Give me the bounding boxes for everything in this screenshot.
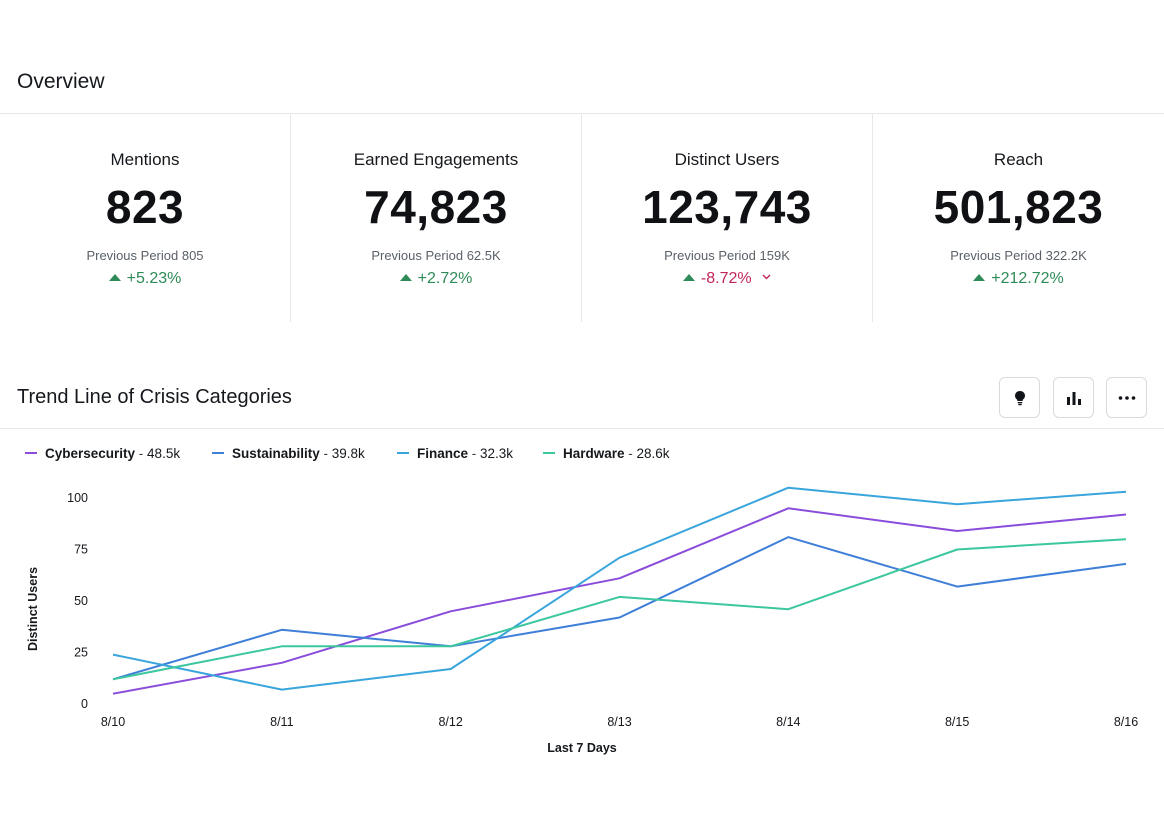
insights-button[interactable] [999, 377, 1040, 418]
legend-name: Finance [417, 446, 469, 461]
y-tick-label: 0 [81, 697, 88, 711]
more-icon [1118, 395, 1135, 400]
triangle-up-icon [399, 274, 412, 281]
legend-dash: - [319, 446, 332, 461]
legend-total: 32.3k [480, 446, 514, 461]
triangle-up-icon [973, 274, 986, 281]
divider-top [0, 113, 1164, 114]
legend-swatch [397, 452, 409, 454]
divider-chart [0, 428, 1164, 429]
legend-name: Cybersecurity [45, 446, 136, 461]
series-line-sustainability [112, 536, 1127, 681]
kpi-label: Reach [993, 150, 1044, 169]
legend-dash: - [468, 446, 481, 461]
legend-total: 48.5k [147, 446, 181, 461]
y-axis-title: Distinct Users [26, 567, 40, 651]
y-tick-label: 50 [74, 594, 88, 608]
legend-swatch [25, 452, 37, 454]
legend-item-finance[interactable]: Finance - 32.3k [397, 446, 513, 461]
triangle-up-icon [108, 274, 121, 281]
x-tick-label: 8/15 [945, 715, 969, 729]
kpi-mentions[interactable]: Mentions 823 Previous Period 805 +5.23% [0, 114, 291, 322]
kpi-previous: Previous Period 805 [86, 248, 204, 263]
kpi-value: 823 [105, 181, 185, 233]
chart-type-button[interactable] [1053, 377, 1094, 418]
kpi-change: +2.72% [291, 270, 581, 288]
kpi-previous: Previous Period 322.2K [950, 248, 1087, 263]
kpi-change-value: +212.72% [991, 270, 1064, 287]
kpi-value: 501,823 [933, 181, 1104, 233]
more-options-button[interactable] [1106, 377, 1147, 418]
x-tick-label: 8/10 [101, 715, 125, 729]
series-line-hardware [112, 538, 1127, 681]
series-line-cybersecurity [112, 507, 1127, 695]
legend-dash: - [135, 446, 148, 461]
x-tick-label: 8/16 [1114, 715, 1138, 729]
series-line-finance [112, 486, 1127, 691]
kpi-change-value: +5.23% [126, 270, 182, 287]
legend-total: 39.8k [331, 446, 365, 461]
kpi-distinct-users[interactable]: Distinct Users 123,743 Previous Period 1… [582, 114, 873, 322]
legend-total: 28.6k [636, 446, 670, 461]
x-tick-label: 8/12 [438, 715, 462, 729]
legend-name: Hardware [563, 446, 625, 461]
kpi-earned-engagements[interactable]: Earned Engagements 74,823 Previous Perio… [291, 114, 582, 322]
overview-title: Overview [17, 70, 105, 93]
kpi-change: -8.72% [582, 270, 872, 288]
kpi-value: 123,743 [642, 181, 812, 233]
kpi-reach[interactable]: Reach 501,823 Previous Period 322.2K +21… [873, 114, 1164, 322]
kpi-label: Mentions [110, 150, 180, 169]
kpi-change-value: +2.72% [417, 270, 473, 287]
legend-swatch [543, 452, 555, 454]
y-tick-label: 100 [67, 491, 88, 505]
kpi-label: Distinct Users [674, 150, 780, 169]
kpi-value: 74,823 [364, 181, 508, 233]
kpi-row: Mentions 823 Previous Period 805 +5.23% … [0, 114, 1164, 322]
bar-chart-icon [1066, 391, 1081, 405]
kpi-previous: Previous Period 159K [664, 248, 790, 263]
x-axis-title: Last 7 Days [547, 741, 617, 755]
x-tick-label: 8/11 [270, 715, 293, 729]
legend-item-hardware[interactable]: Hardware - 28.6k [543, 446, 670, 461]
chevron-down-icon[interactable] [762, 274, 771, 280]
x-tick-label: 8/14 [776, 715, 800, 729]
trend-line-chart: 0 25 50 75 100 8/10 8/11 8/12 8/13 8/14 8/15 8/16 La… [26, 486, 1138, 755]
legend-dash: - [624, 446, 637, 461]
legend-item-cybersecurity[interactable]: Cybersecurity - 48.5k [25, 446, 180, 461]
legend-item-sustainability[interactable]: Sustainability - 39.8k [212, 446, 365, 461]
triangle-up-icon [682, 274, 695, 281]
y-tick-label: 75 [74, 543, 88, 557]
kpi-previous: Previous Period 62.5K [371, 248, 501, 263]
legend-swatch [212, 452, 224, 454]
x-tick-label: 8/13 [607, 715, 631, 729]
kpi-change-value: -8.72% [700, 270, 752, 287]
kpi-change: +212.72% [873, 270, 1164, 288]
y-tick-label: 25 [74, 646, 88, 660]
trend-title: Trend Line of Crisis Categories [17, 386, 292, 408]
lightbulb-icon [1014, 390, 1025, 405]
legend-name: Sustainability [232, 446, 320, 461]
kpi-label: Earned Engagements [353, 150, 519, 169]
kpi-change: +5.23% [0, 270, 290, 288]
